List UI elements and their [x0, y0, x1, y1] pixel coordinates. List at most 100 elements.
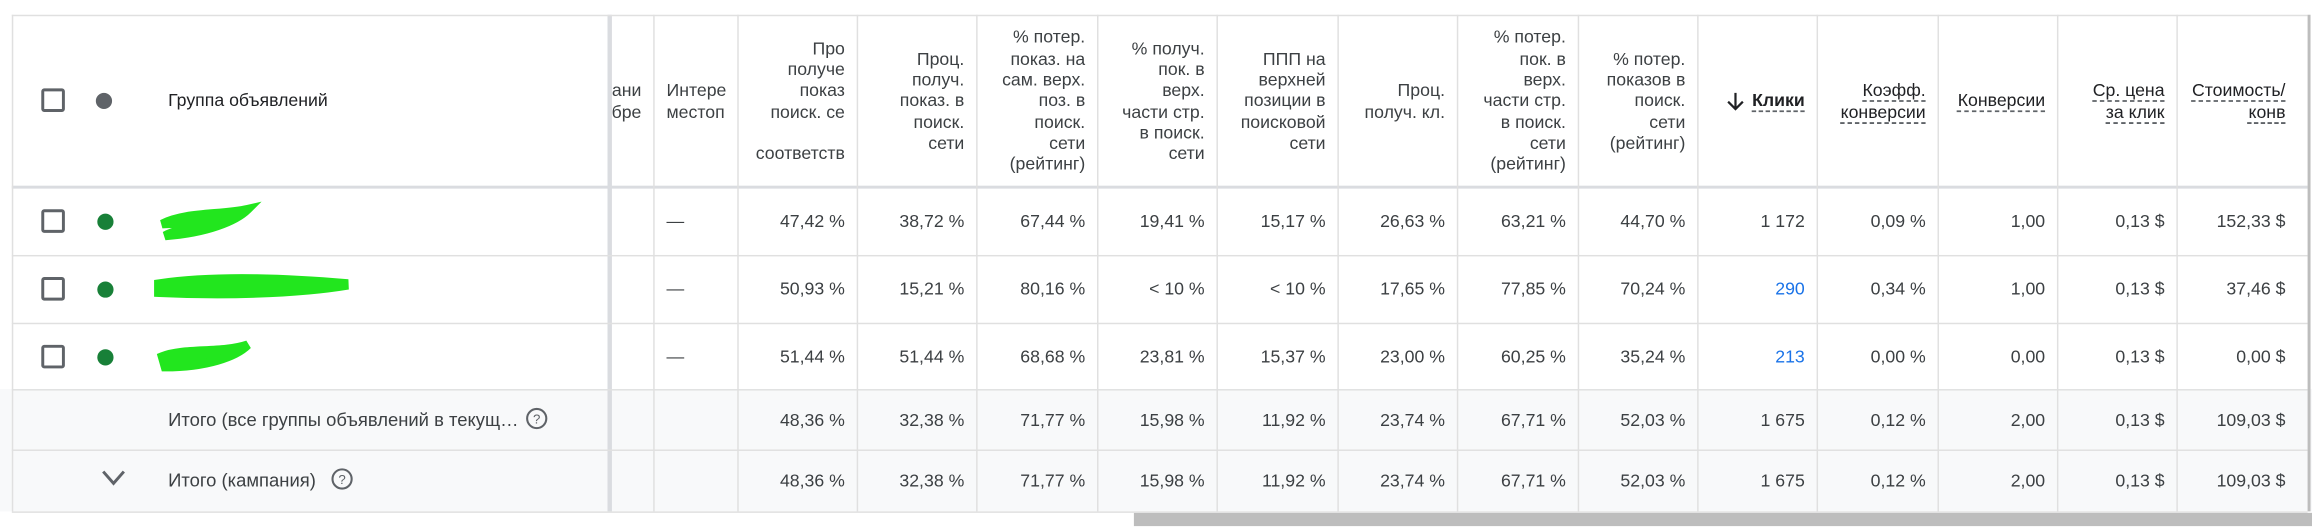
redacted-name — [160, 201, 262, 241]
cell-text: 51,44 % — [779, 345, 845, 367]
column-header[interactable]: Ср. цена за клик — [2057, 15, 2165, 187]
total-cell: 48,36 % — [737, 449, 845, 511]
cell-text[interactable]: Проц. получ. показ. в поиск. сети — [899, 48, 965, 154]
cell-text[interactable]: % потер. пок. в верх. части стр. в поиск… — [1483, 27, 1566, 175]
cell-text: 67,44 % — [1020, 210, 1086, 232]
cell-text: 0,13 $ — [2115, 345, 2165, 367]
cell-text: 35,24 % — [1620, 345, 1686, 367]
cell-text: 50,93 % — [779, 278, 845, 300]
column-header[interactable]: Проц. получ. показ. в поиск. сети — [857, 15, 965, 187]
cell-text[interactable]: % потер. показов в поиск. сети (рейтинг) — [1606, 48, 1686, 154]
column-header[interactable]: Стоимость/ конв — [2176, 15, 2286, 187]
data-cell: 44,70 % — [1578, 187, 1686, 255]
select-all-checkbox[interactable] — [41, 88, 65, 113]
cell-text: 0,13 $ — [2115, 408, 2165, 430]
redacted-name — [154, 274, 349, 299]
column-header[interactable]: % получ. пок. в верх. части стр. в поиск… — [1097, 15, 1205, 187]
help-icons[interactable] — [331, 407, 548, 490]
cell-text[interactable]: Конверсии — [1957, 90, 2046, 112]
cell-text: 37,46 $ — [2226, 278, 2286, 300]
cell-text[interactable]: ППП на верхней позиции в поисковой сети — [1240, 48, 1326, 154]
row-border — [11, 254, 2308, 257]
total-cell: 109,03 $ — [2176, 449, 2286, 511]
cell-text[interactable]: 290 — [1775, 278, 1805, 300]
cell-text: 48,36 % — [779, 408, 845, 430]
row-checkbox[interactable] — [41, 344, 65, 369]
cell-text[interactable]: Коэфф. конверсии — [1840, 79, 1926, 122]
cell-text[interactable]: Проц. получ. кл. — [1364, 79, 1446, 122]
column-border — [1216, 14, 1218, 512]
column-header[interactable]: Проц. получ. кл. — [1337, 15, 1445, 187]
data-cell: 80,16 % — [976, 255, 1085, 323]
total-cell: 0,13 $ — [2057, 389, 2165, 449]
data-cell: 1,00 — [1937, 187, 2045, 255]
cell-text[interactable]: 213 — [1775, 345, 1805, 367]
sticky-divider — [607, 14, 612, 512]
status-dot — [97, 281, 114, 298]
cell-text: 15,98 % — [1139, 470, 1205, 491]
column-header[interactable]: Конверсии — [1937, 15, 2045, 187]
data-cell: 1 172 — [1697, 187, 1805, 255]
column-header[interactable]: Про получе показ поиск. се соответств — [737, 15, 845, 187]
cell-text: 63,21 % — [1500, 210, 1566, 232]
cell-text: 23,74 % — [1380, 408, 1446, 430]
row-checkbox[interactable] — [41, 277, 65, 301]
cell-text: 67,71 % — [1500, 470, 1566, 491]
cell-text: 17,65 % — [1380, 278, 1446, 300]
data-cell: 23,00 % — [1337, 323, 1445, 389]
total-cell: 15,98 % — [1097, 389, 1205, 449]
data-cell: 0,09 % — [1817, 187, 1926, 255]
cell-text: Итого (все группы объявлений в текущ… — [168, 408, 519, 430]
column-header[interactable]: Клики — [1697, 15, 1805, 187]
cell-text: 109,03 $ — [2216, 470, 2286, 491]
column-header[interactable]: ани бре — [612, 15, 641, 187]
column-header[interactable]: % потер. пок. в верх. части стр. в поиск… — [1457, 15, 1566, 187]
cell-text[interactable]: Клики — [1752, 90, 1805, 112]
column-header[interactable]: ППП на верхней позиции в поисковой сети — [1216, 15, 1326, 187]
data-cell: 19,41 % — [1097, 187, 1205, 255]
cell-text[interactable]: Ср. цена за клик — [2092, 79, 2165, 122]
right-border — [2307, 14, 2311, 512]
column-border — [653, 14, 655, 512]
total-cell: 11,92 % — [1216, 389, 1326, 449]
column-header[interactable]: Интере местоп — [666, 15, 737, 187]
row-border — [11, 389, 2308, 391]
column-header[interactable]: Коэфф. конверсии — [1817, 15, 1926, 187]
row-checkbox[interactable] — [41, 209, 65, 233]
cell-text[interactable]: Интере местоп — [666, 79, 727, 122]
cell-text[interactable]: Стоимость/ конв — [2191, 79, 2286, 122]
cell-text: 77,85 % — [1500, 278, 1566, 300]
header-border — [11, 185, 2308, 189]
cell-text: — — [666, 345, 685, 367]
cell-text: 0,00 — [2010, 345, 2046, 367]
help-glyphs: ?? — [338, 412, 540, 487]
cell-text[interactable]: Про получе показ поиск. се соответств — [755, 37, 845, 164]
data-cell: 0,00 % — [1817, 323, 1926, 389]
cell-text: 0,00 $ — [2236, 345, 2286, 367]
cell-text: 44,70 % — [1620, 210, 1686, 232]
cell-text: 32,38 % — [899, 470, 965, 491]
data-cell: 15,21 % — [857, 255, 964, 323]
cell-text: 60,25 % — [1500, 345, 1566, 367]
cell-text[interactable]: % получ. пок. в верх. части стр. в поиск… — [1122, 37, 1205, 164]
column-header[interactable]: % потер. показ. на сам. верх. поз. в пои… — [976, 15, 1085, 187]
cell-text[interactable]: % потер. показ. на сам. верх. поз. в пои… — [1002, 27, 1086, 175]
group-header[interactable]: Группа объявлений — [168, 90, 328, 112]
data-cell: < 10 % — [1216, 255, 1326, 323]
column-header[interactable]: % потер. показов в поиск. сети (рейтинг) — [1578, 15, 1686, 187]
data-cell: 60,25 % — [1457, 323, 1566, 389]
cell-text: 26,63 % — [1380, 210, 1446, 232]
scrollbar[interactable] — [1133, 512, 2312, 527]
data-cell: 15,17 % — [1216, 187, 1326, 255]
clicks-link[interactable]: 290 — [1697, 255, 1805, 323]
total-cell: 67,71 % — [1457, 389, 1566, 449]
expand-chevron[interactable] — [102, 470, 125, 486]
data-cell: 0,13 $ — [2057, 255, 2164, 323]
cell-text: 1 172 — [1760, 210, 1805, 232]
data-cell: 0,13 $ — [2057, 323, 2165, 389]
cell-text[interactable]: ани бре — [611, 79, 642, 122]
data-cell: — — [666, 255, 725, 323]
clicks-link[interactable]: 213 — [1697, 323, 1805, 389]
data-cell: 37,46 $ — [2176, 255, 2285, 323]
total-cell: 67,71 % — [1457, 449, 1566, 511]
